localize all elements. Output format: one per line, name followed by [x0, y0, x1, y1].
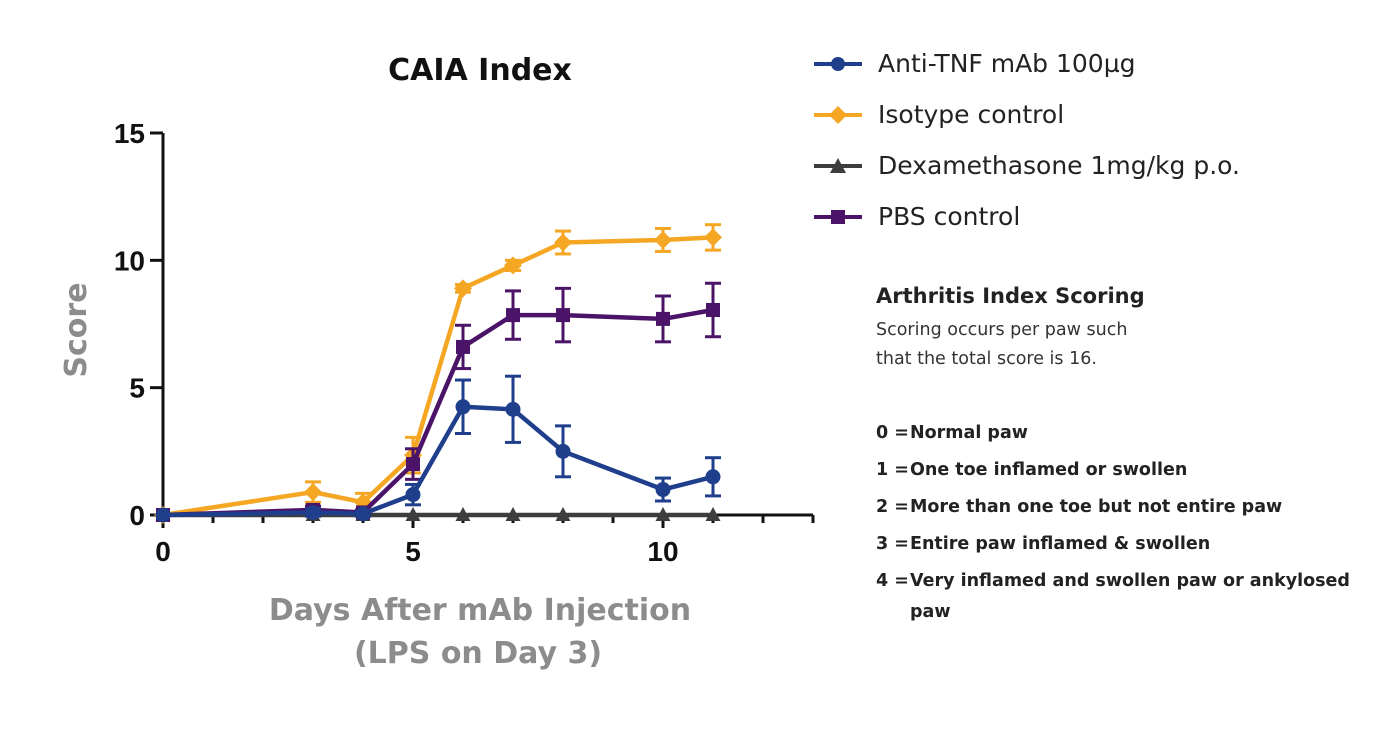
data-point	[705, 469, 721, 485]
data-point	[505, 507, 521, 521]
scoring-text: Normal paw	[910, 423, 1028, 443]
scoring-text: One toe inflamed or swollen	[910, 460, 1188, 480]
data-point	[655, 482, 671, 498]
scoring-key: 2 =	[876, 497, 909, 517]
data-point	[455, 507, 471, 521]
scoring-key: 4 =	[876, 571, 909, 591]
scoring-text: More than one toe but not entire paw	[910, 497, 1283, 517]
y-tick-label: 10	[114, 245, 145, 276]
scoring-item: 4 = Very inflamed and swollen paw or ank…	[876, 566, 1376, 628]
data-point	[455, 399, 471, 415]
data-point	[406, 457, 420, 472]
scoring-description-line: that the total score is 16.	[876, 349, 1097, 369]
scoring-text: Entire paw inflamed & swollen	[910, 534, 1211, 554]
data-point	[705, 507, 721, 521]
data-point	[355, 506, 371, 522]
data-point	[555, 443, 571, 459]
legend-item: PBS control	[812, 191, 1240, 242]
data-point	[456, 339, 470, 354]
series-line	[162, 307, 714, 518]
legend-item: Anti-TNF mAb 100µg	[812, 38, 1240, 89]
legend-marker-circle	[814, 56, 862, 71]
scoring-item: 3 = Entire paw inflamed & swollen	[876, 529, 1376, 560]
scoring-key: 1 =	[876, 460, 909, 480]
data-point	[405, 507, 421, 521]
data-point	[656, 311, 670, 326]
data-point	[505, 401, 521, 417]
scoring-key: 3 =	[876, 534, 909, 554]
series-line	[162, 404, 714, 518]
data-point	[554, 233, 572, 252]
legend-marker-diamond	[814, 105, 862, 124]
scoring-key: 0 =	[876, 423, 909, 443]
legend-marker-triangle	[814, 157, 862, 173]
scoring-text: Very inflamed and swollen paw or ankylos…	[910, 571, 1350, 622]
scoring-description: Scoring occurs per paw such that the tot…	[876, 316, 1376, 374]
x-tick-label: 10	[647, 536, 678, 567]
legend-label: Isotype control	[878, 100, 1065, 129]
y-axis-label: Score	[59, 282, 94, 377]
data-point	[655, 507, 671, 521]
data-point	[504, 256, 522, 275]
series-line	[162, 235, 714, 518]
data-point	[304, 483, 322, 502]
data-point	[555, 507, 571, 521]
legend-item: Isotype control	[812, 89, 1240, 140]
data-point	[706, 302, 720, 317]
legend-marker-square	[814, 209, 862, 224]
x-tick-label: 0	[155, 536, 171, 567]
x-axis-label: Days After mAb Injection	[269, 593, 691, 628]
data-point	[454, 279, 472, 298]
data-point	[704, 228, 722, 247]
legend-label: Anti-TNF mAb 100µg	[878, 49, 1136, 78]
legend-item: Dexamethasone 1mg/kg p.o.	[812, 140, 1240, 191]
scoring-description-line: Scoring occurs per paw such	[876, 320, 1128, 340]
legend: Anti-TNF mAb 100µg Isotype control Dexam…	[812, 38, 1240, 242]
chart-title: CAIA Index	[388, 53, 572, 88]
scoring-item: 1 = One toe inflamed or swollen	[876, 455, 1376, 486]
series-circle	[155, 374, 721, 523]
data-point	[155, 507, 171, 523]
data-point	[556, 308, 570, 323]
scoring-item: 0 = Normal paw	[876, 418, 1376, 449]
data-point	[654, 230, 672, 249]
scoring-item: 2 = More than one toe but not entire paw	[876, 492, 1376, 523]
scoring-title: Arthritis Index Scoring	[876, 284, 1145, 308]
legend-label: PBS control	[878, 202, 1021, 231]
series-layer	[154, 223, 722, 524]
data-point	[305, 504, 321, 520]
x-axis-label-line2: (LPS on Day 3)	[354, 636, 602, 671]
data-point	[405, 487, 421, 503]
data-point	[506, 308, 520, 323]
scoring-panel: Arthritis Index Scoring Scoring occurs p…	[876, 284, 1376, 634]
y-tick-label: 0	[129, 500, 145, 531]
y-tick-label: 15	[114, 118, 145, 149]
series-square	[156, 281, 721, 522]
x-tick-label: 5	[405, 536, 421, 567]
legend-label: Dexamethasone 1mg/kg p.o.	[878, 151, 1240, 180]
y-tick-label: 5	[129, 373, 145, 404]
scoring-list: 0 = Normal paw 1 = One toe inflamed or s…	[876, 418, 1376, 628]
